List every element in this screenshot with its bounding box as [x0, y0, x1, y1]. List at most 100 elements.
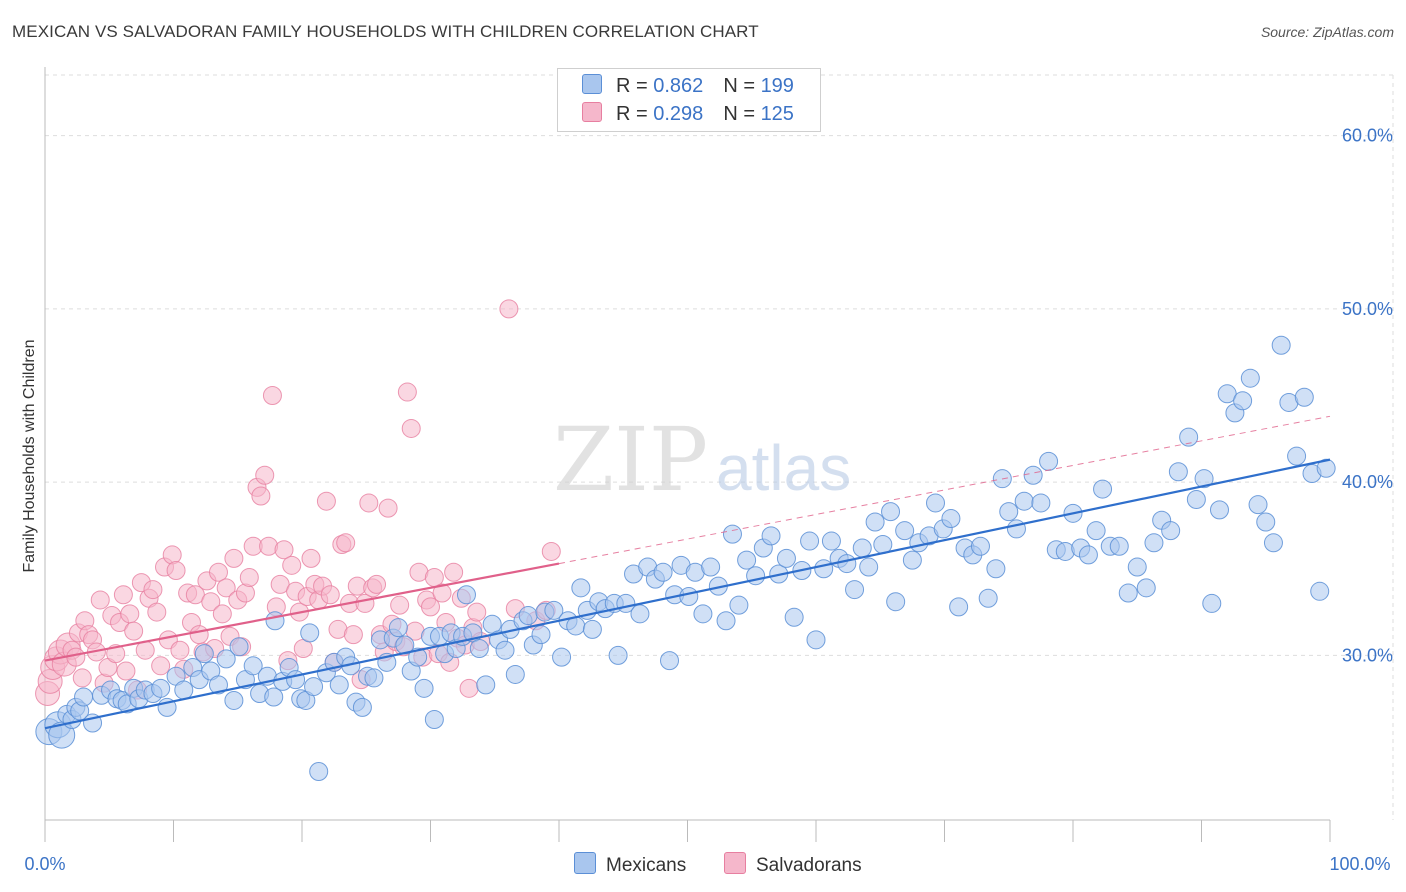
salvadorans-point	[397, 382, 417, 402]
salvadorans-point	[262, 386, 282, 406]
salvadorans-point	[113, 585, 133, 605]
mexicans-point	[469, 638, 489, 658]
mexicans-point	[926, 493, 946, 513]
salvadorans-point	[224, 548, 244, 568]
salvadorans-trendline	[44, 562, 560, 662]
mexicans-point	[1014, 491, 1034, 511]
salvadorans-point	[162, 545, 182, 565]
legend-n-value-salvadorans: 125	[760, 103, 794, 125]
salvadorans-point	[208, 562, 228, 582]
salvadorans-point	[66, 647, 86, 667]
mexicans-point	[531, 625, 551, 645]
salvadorans-point	[467, 602, 487, 622]
legend-r-label: R =	[616, 75, 648, 97]
salvadorans-point	[259, 536, 279, 556]
mexicans-point	[1006, 519, 1026, 539]
salvadorans-point	[201, 592, 221, 612]
y-tick-label: 60.0%	[1342, 126, 1393, 146]
salvadorans-point	[499, 299, 519, 319]
watermark-zip: ZIP	[553, 408, 708, 511]
salvadorans-point	[255, 465, 275, 485]
salvadorans-point	[90, 590, 110, 610]
mexicans-point	[1093, 479, 1113, 499]
mexicans-point	[800, 531, 820, 551]
mexicans-point	[329, 675, 349, 695]
mexicans-point	[388, 618, 408, 638]
mexicans-point	[701, 557, 721, 577]
bottom-legend-label-salvadorans: Salvadorans	[756, 855, 862, 876]
mexicans-point	[845, 580, 865, 600]
mexicans-point	[852, 538, 872, 558]
mexicans-point	[1287, 446, 1307, 466]
y-axis-title: Family Households with Children	[21, 340, 38, 573]
salvadorans-point	[359, 493, 379, 513]
mexicans-point	[456, 585, 476, 605]
mexicans-point	[352, 697, 372, 717]
mexicans-point	[729, 595, 749, 615]
y-tick-label: 30.0%	[1342, 645, 1393, 665]
legend-r-value-mexicans: 0.862	[653, 75, 704, 97]
mexicans-point	[1055, 541, 1075, 561]
mexicans-point	[1127, 557, 1147, 577]
legend-swatch-mexicans	[582, 74, 602, 94]
salvadorans-point	[459, 678, 479, 698]
mexicans-point	[495, 640, 515, 660]
bottom-legend-salvadorans: Salvadorans	[724, 852, 862, 877]
mexicans-point	[505, 664, 525, 684]
mexicans-trendline	[44, 458, 1331, 730]
bottom-legend-mexicans: Mexicans	[574, 852, 686, 877]
mexicans-point	[722, 524, 742, 544]
mexicans-point	[679, 587, 699, 606]
mexicans-point	[208, 675, 228, 695]
mexicans-point	[1118, 583, 1138, 603]
mexicans-point	[1294, 387, 1314, 407]
mexicans-point	[784, 607, 804, 627]
mexicans-point	[1086, 521, 1106, 541]
salvadorans-point	[282, 555, 302, 575]
salvadorans-point	[343, 625, 363, 645]
salvadorans-point	[432, 583, 452, 603]
salvadorans-point	[541, 541, 561, 561]
watermark: ZIP atlas	[553, 408, 851, 511]
mexicans-point	[364, 668, 384, 688]
legend-n-label: N =	[723, 75, 755, 97]
mexicans-point	[1144, 533, 1164, 553]
mexicans-point	[902, 550, 922, 570]
mexicans-point	[630, 604, 650, 624]
mexicans-point	[806, 630, 826, 650]
mexicans-point	[859, 557, 879, 577]
mexicans-point	[1263, 533, 1283, 553]
mexicans-point	[265, 611, 285, 631]
salvadorans-point	[421, 597, 440, 617]
salvadorans-point	[336, 533, 356, 553]
chart-title: MEXICAN VS SALVADORAN FAMILY HOUSEHOLDS …	[12, 22, 759, 41]
mexicans-point	[653, 562, 673, 582]
mexicans-point	[1256, 512, 1276, 532]
mexicans-point	[300, 623, 320, 643]
mexicans-point	[716, 611, 736, 631]
mexicans-point	[1248, 495, 1268, 515]
salvadorans-point	[124, 621, 144, 641]
legend-row-salvadorans: R = 0.298 N = 125	[582, 102, 794, 126]
bottom-legend-swatch-salvadorans	[724, 852, 746, 874]
mexicans-point	[243, 656, 263, 676]
mexicans-point	[552, 647, 572, 667]
mexicans-point	[1078, 545, 1098, 565]
mexicans-point	[1316, 458, 1336, 478]
salvadorans-point	[212, 604, 232, 624]
mexicans-point	[174, 680, 194, 700]
mexicans-point	[886, 592, 906, 612]
mexicans-point	[949, 597, 969, 617]
mexicans-point	[216, 649, 236, 669]
mexicans-point	[74, 687, 94, 707]
mexicans-point	[814, 559, 834, 579]
salvadorans-point	[239, 567, 259, 587]
mexicans-point	[194, 644, 214, 664]
mexicans-point	[518, 606, 538, 626]
mexicans-point	[1209, 500, 1229, 520]
mexicans-point	[229, 637, 249, 657]
salvadorans-point	[120, 604, 140, 624]
mexicans-point	[1233, 391, 1253, 411]
mexicans-point	[1168, 462, 1188, 482]
x-tick-label: 100.0%	[1329, 854, 1390, 874]
